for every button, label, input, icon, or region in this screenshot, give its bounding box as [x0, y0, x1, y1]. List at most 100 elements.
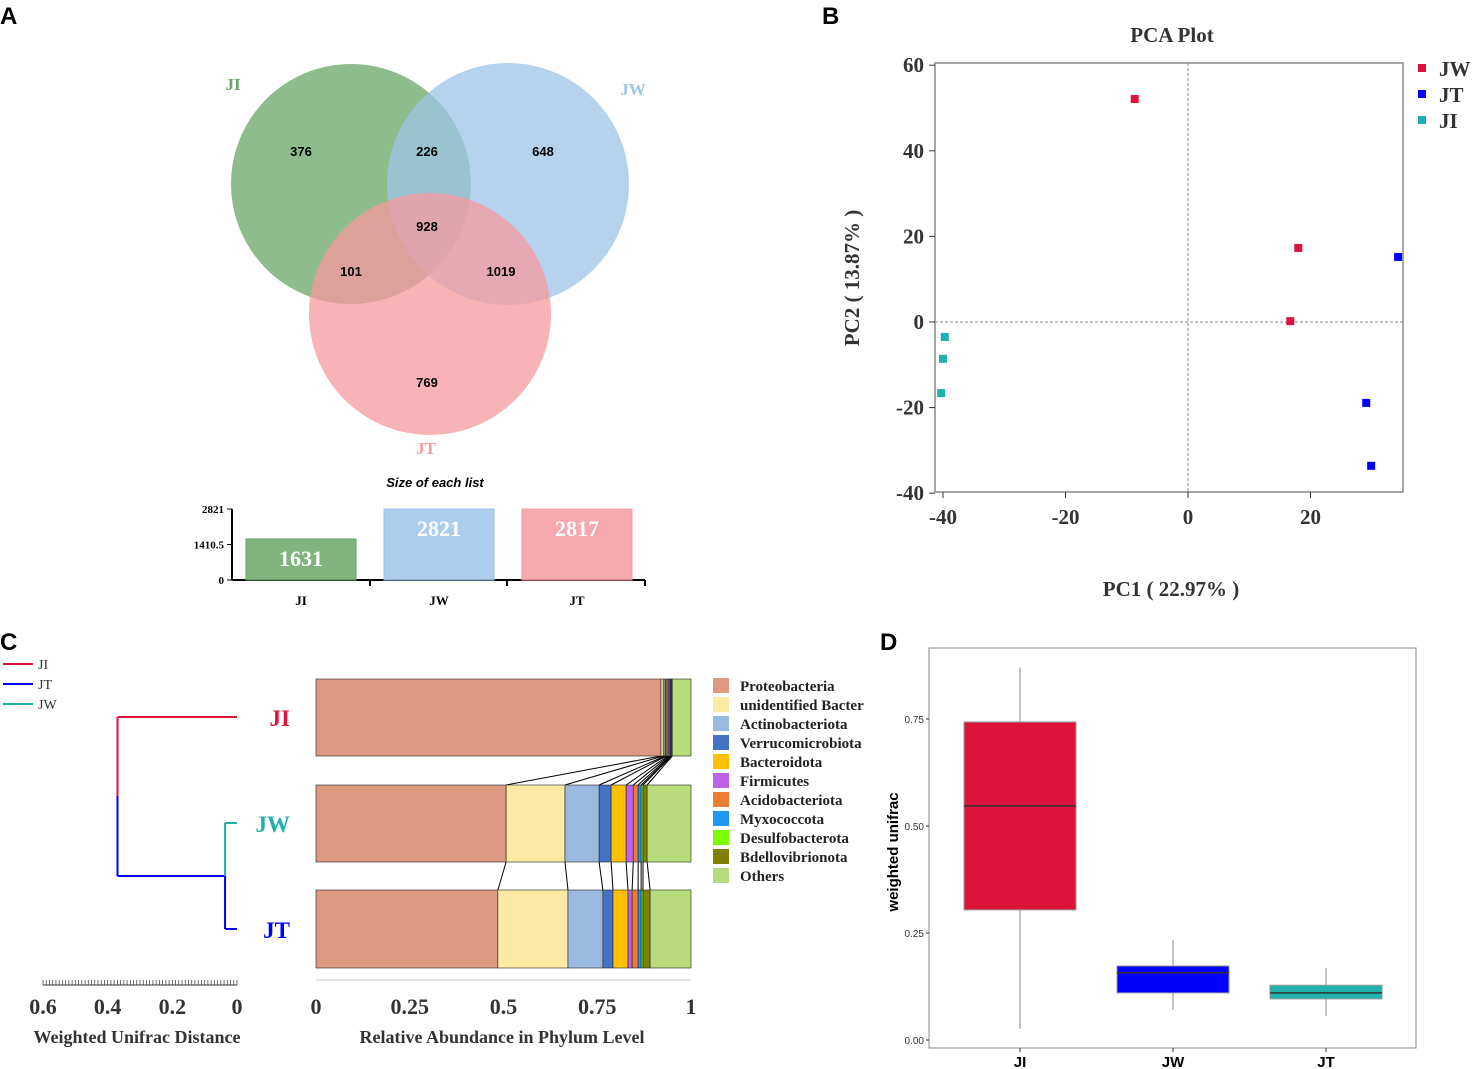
pca-point-jw	[1130, 95, 1139, 104]
legend-label: Bdellovibrionota	[740, 850, 848, 866]
venn-set-label: JT	[416, 439, 437, 458]
box-ji	[963, 721, 1077, 911]
panel-label-c: C	[0, 629, 17, 656]
abundance-link-line	[646, 861, 651, 891]
pca-y-tick-label: 60	[903, 53, 924, 77]
abundance-link-line	[625, 861, 629, 891]
abundance-link-line	[598, 755, 666, 786]
pca-title: PCA Plot	[1130, 23, 1213, 47]
box-y-tick-label: 0.00	[905, 1036, 925, 1047]
size-x-label: JW	[429, 593, 449, 608]
abundance-segment-jt	[642, 889, 651, 969]
legend-swatch	[713, 830, 729, 845]
pca-y-tick-label: 20	[903, 224, 924, 248]
pca-legend-marker	[1418, 116, 1426, 124]
abundance-segment-jt	[567, 889, 604, 969]
abundance-segment-jw	[564, 784, 600, 863]
box-jt	[1269, 984, 1383, 1000]
abundance-segment-jt	[637, 889, 642, 969]
abundance-segment-jw	[315, 784, 507, 863]
venn-circle-jt	[309, 193, 551, 435]
legend-label: Verrucomicrobiota	[740, 736, 862, 752]
abundance-segment-jt	[602, 889, 614, 969]
pca-legend-label: JT	[1439, 83, 1464, 107]
panel-label-b: B	[822, 3, 839, 30]
venn-diagram: JI JW JT 376 226 648 928 101 1019 769 Size of each…	[194, 63, 646, 608]
abundance-segment-jt	[497, 889, 569, 969]
size-y-tick-label: 1410.5	[194, 540, 225, 552]
dendro-legend-label: JW	[38, 698, 57, 713]
legend-swatch	[713, 735, 729, 750]
abundance-segment-jw	[625, 784, 634, 863]
pca-point-jw	[1286, 317, 1295, 326]
size-y-tick-label: 2821	[202, 504, 224, 516]
abundance-segment-jw	[610, 784, 627, 863]
legend-swatch	[713, 773, 729, 788]
size-bar-value: 2821	[417, 516, 461, 541]
abundance-link-line	[610, 861, 614, 891]
pca-x-tick-label: -20	[1052, 505, 1080, 529]
pca-x-tick-label: 0	[1183, 505, 1194, 529]
abundance-segment-jt	[627, 889, 633, 969]
abundance-link-line	[640, 755, 672, 786]
panel-label-a: A	[0, 3, 17, 30]
abundance-segment-jw	[598, 784, 612, 863]
abundance-link-line	[564, 861, 569, 891]
abundance-tick-label: 0.5	[490, 994, 518, 1019]
legend-label: Desulfobacterota	[740, 831, 849, 847]
size-bar-value: 1631	[279, 546, 323, 571]
box-y-label: weighted unifrac	[885, 792, 902, 912]
pca-plot: PCA Plot -40 -20 0 20 60 40 20 0 -20 -40 PC1 ( 22.9…	[840, 23, 1471, 601]
box-x-label: JT	[1317, 1054, 1335, 1069]
pca-y-tick-label: 40	[903, 139, 924, 163]
legend-label: Others	[740, 869, 784, 885]
venn-region-count: 928	[416, 219, 438, 234]
venn-region-count: 226	[416, 144, 438, 159]
size-bar-value: 2817	[555, 516, 599, 541]
abundance-tick-label: 1	[686, 994, 697, 1019]
abundance-link-line	[506, 755, 662, 786]
legend-swatch	[713, 792, 729, 807]
abundance-segment-jw	[642, 784, 648, 863]
pca-point-jt	[1394, 252, 1403, 261]
abundance-tick-label: 0.75	[578, 994, 617, 1019]
pca-frame	[934, 62, 1404, 493]
pca-x-tick-label: 20	[1300, 505, 1321, 529]
weighted-unifrac-boxplot: 0.00 0.25 0.50 0.75 weighted unifrac JI JW JT	[885, 647, 1417, 1069]
size-bar	[383, 508, 495, 581]
legend-label: Acidobacteriota	[740, 793, 843, 809]
box-y-tick-label: 0.25	[905, 929, 925, 940]
size-y-tick-label: 0	[219, 575, 225, 587]
abundance-segment-jw	[646, 784, 692, 863]
abundance-link-line	[598, 861, 604, 891]
abundance-segment-ji	[671, 678, 692, 757]
pca-point-ji	[940, 332, 949, 341]
abundance-link-line	[564, 755, 664, 786]
pca-y-tick-label: 0	[914, 310, 925, 334]
box-y-tick-label: 0.50	[905, 822, 925, 833]
size-chart-title: Size of each list	[386, 475, 484, 490]
abundance-link-line	[497, 861, 507, 891]
venn-region-count: 769	[416, 375, 438, 390]
legend-label: Bacteroidota	[740, 755, 823, 771]
pca-legend-marker	[1418, 64, 1426, 72]
panel-label-d: D	[880, 629, 897, 656]
pca-legend-label: JI	[1439, 109, 1458, 133]
abundance-link-line	[632, 755, 670, 786]
pca-legend-marker	[1418, 90, 1426, 98]
legend-label: Myxococcota	[740, 812, 825, 828]
pca-y-label: PC2 ( 13.87% )	[840, 210, 864, 346]
abundance-link-line	[642, 755, 672, 786]
legend-swatch	[713, 849, 729, 864]
dendro-tick-label: 0.2	[159, 994, 187, 1019]
size-bar	[521, 508, 633, 581]
abundance-link-line	[646, 755, 673, 786]
box-y-tick-label: 0.75	[905, 715, 925, 726]
legend-swatch	[713, 868, 729, 883]
abundance-link-line	[637, 755, 671, 786]
legend-label: Actinobacteriota	[740, 717, 848, 733]
dendro-tick-label: 0.6	[29, 994, 57, 1019]
size-x-label: JT	[569, 593, 585, 608]
abundance-link-line	[625, 755, 669, 786]
